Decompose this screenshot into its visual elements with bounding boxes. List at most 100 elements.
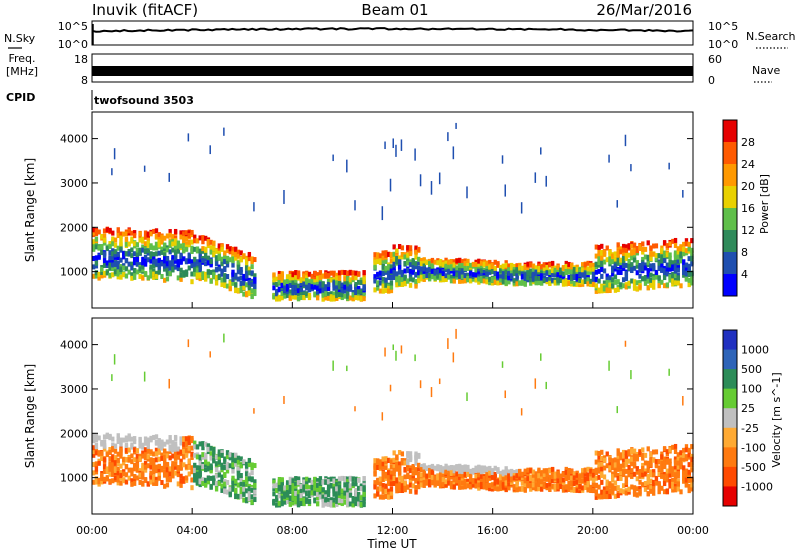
power-cell bbox=[381, 283, 385, 289]
velocity-cell bbox=[395, 454, 399, 460]
power-cell bbox=[499, 277, 503, 283]
velocity-cell bbox=[534, 485, 538, 491]
velocity-cell bbox=[223, 481, 227, 487]
velocity-cell bbox=[294, 496, 298, 502]
velocity-cell bbox=[190, 454, 194, 460]
power-cell bbox=[668, 241, 672, 247]
velocity-cell bbox=[362, 485, 366, 491]
velocity-cell bbox=[436, 479, 440, 485]
velocity-cell bbox=[165, 476, 170, 482]
velocity-cell bbox=[102, 468, 107, 474]
power-cell bbox=[553, 267, 558, 273]
power-cell bbox=[212, 272, 216, 278]
velocity-cell bbox=[627, 471, 631, 477]
power-cell bbox=[471, 272, 476, 278]
power-cell bbox=[499, 273, 503, 279]
velocity-cell bbox=[378, 464, 383, 470]
power-cell bbox=[621, 250, 626, 256]
velocity-cell bbox=[299, 497, 303, 503]
power-cell bbox=[580, 279, 585, 285]
power-cell bbox=[102, 233, 107, 239]
power-cell bbox=[236, 264, 241, 270]
power-cell bbox=[313, 277, 317, 283]
power-cell bbox=[225, 255, 230, 261]
velocity-cell bbox=[116, 475, 120, 481]
power-cell bbox=[649, 279, 653, 285]
power-cell bbox=[632, 250, 637, 256]
velocity-cell bbox=[149, 470, 153, 476]
velocity-cell bbox=[343, 490, 347, 496]
velocity-cell bbox=[275, 497, 279, 503]
velocity-cell bbox=[362, 491, 366, 497]
power-cell bbox=[550, 263, 555, 269]
velocity-cell bbox=[223, 472, 227, 478]
power-cell bbox=[591, 262, 596, 268]
velocity-cell bbox=[152, 477, 156, 483]
velocity-cell bbox=[403, 480, 407, 486]
power-cell bbox=[184, 246, 189, 252]
power-cell bbox=[337, 280, 342, 286]
power-cell bbox=[102, 270, 107, 276]
power-cell bbox=[652, 251, 656, 257]
power-cell bbox=[94, 263, 99, 269]
power-cell bbox=[534, 276, 538, 282]
power-cell bbox=[316, 292, 320, 298]
velocity-cell bbox=[504, 486, 508, 492]
velocity-cell bbox=[187, 439, 191, 445]
power-cell bbox=[682, 264, 686, 270]
power-cell bbox=[403, 254, 407, 260]
power-cell bbox=[305, 275, 309, 281]
velocity-cell bbox=[406, 451, 410, 457]
velocity-cell bbox=[605, 451, 609, 457]
power-cell bbox=[280, 295, 284, 301]
power-cell bbox=[619, 269, 623, 275]
power-cell bbox=[578, 274, 582, 280]
power-cell bbox=[111, 272, 115, 278]
power-cell bbox=[190, 229, 194, 235]
power-cell bbox=[316, 276, 320, 282]
velocity-cell bbox=[444, 469, 448, 475]
power-cell bbox=[152, 271, 156, 277]
velocity-cell bbox=[335, 498, 339, 504]
power-cell bbox=[182, 235, 186, 241]
power-cell bbox=[591, 276, 596, 282]
velocity-cell bbox=[294, 476, 298, 482]
power-cell bbox=[100, 266, 104, 272]
velocity-cell bbox=[316, 482, 320, 488]
power-cell bbox=[165, 276, 170, 282]
power-cell bbox=[466, 258, 470, 264]
velocity-cell bbox=[100, 439, 104, 445]
power-cell bbox=[201, 257, 205, 263]
velocity-cell bbox=[275, 482, 279, 488]
power-cell bbox=[294, 290, 298, 296]
velocity-cell bbox=[389, 474, 394, 480]
velocity-cell bbox=[466, 471, 470, 477]
velocity-cell bbox=[182, 462, 186, 468]
velocity-cell bbox=[479, 474, 484, 480]
power-cell bbox=[570, 278, 574, 284]
velocity-cell bbox=[184, 447, 189, 453]
velocity-cell bbox=[143, 460, 148, 466]
power-sparse-cell bbox=[187, 133, 190, 142]
velocity-cell bbox=[184, 475, 189, 481]
power-cell bbox=[337, 284, 342, 290]
power-cell bbox=[157, 257, 161, 263]
power-cell bbox=[163, 247, 167, 253]
power-cell bbox=[343, 293, 347, 299]
velocity-cell bbox=[619, 452, 623, 458]
power-cell bbox=[392, 251, 396, 257]
power-cell bbox=[307, 279, 312, 285]
velocity-cell bbox=[482, 467, 486, 473]
power-cell bbox=[438, 261, 443, 267]
power-cell bbox=[583, 275, 588, 281]
velocity-cell bbox=[163, 462, 167, 468]
velocity-sparse-cell bbox=[430, 387, 433, 398]
power-cell bbox=[168, 249, 172, 255]
velocity-cell bbox=[611, 465, 615, 471]
velocity-cell bbox=[564, 484, 568, 490]
velocity-cell bbox=[190, 469, 194, 475]
power-cell bbox=[225, 283, 230, 289]
velocity-cell bbox=[474, 467, 478, 473]
power-cell bbox=[321, 273, 325, 279]
power-cell bbox=[460, 268, 465, 274]
